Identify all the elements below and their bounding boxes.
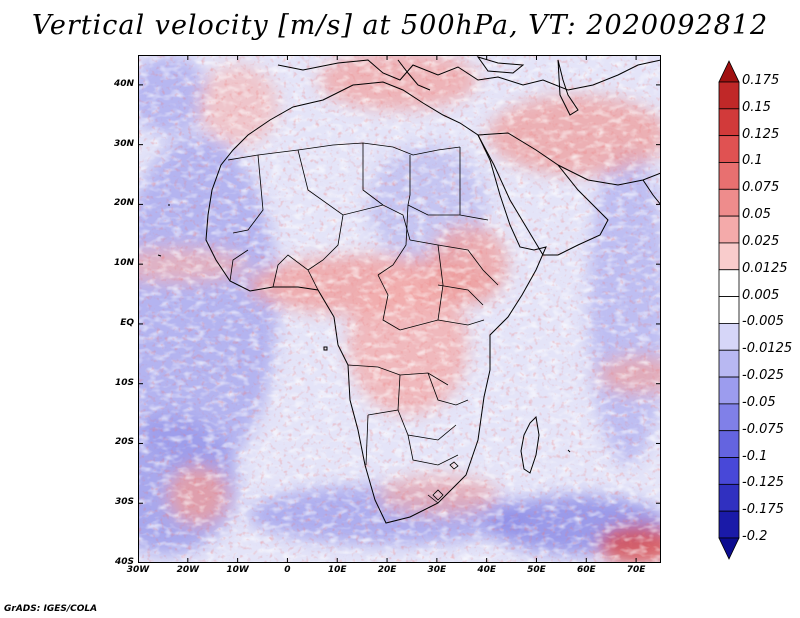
colorbar-tick-label: 0.125 bbox=[742, 126, 780, 142]
colorbar-segment bbox=[718, 81, 740, 110]
velocity-field-map bbox=[137, 55, 661, 564]
colorbar-tick-label: -0.025 bbox=[742, 368, 784, 384]
colorbar-segment bbox=[718, 457, 740, 485]
lon-tick-label: 10E bbox=[327, 565, 347, 575]
colorbar-tick-label: 0.025 bbox=[742, 233, 780, 249]
colorbar-segment bbox=[718, 296, 740, 324]
colorbar-tick-label: -0.0125 bbox=[742, 341, 793, 357]
lat-tick-label: EQ bbox=[120, 317, 134, 328]
colorbar-tick-label: -0.175 bbox=[742, 502, 784, 518]
lon-tick-label: 50E bbox=[527, 565, 546, 575]
colorbar-tick-label: 0.005 bbox=[742, 287, 780, 303]
colorbar-tick-label: 0.15 bbox=[742, 99, 771, 115]
colorbar-tick-label: -0.05 bbox=[742, 394, 776, 410]
field-texture-red bbox=[138, 55, 661, 563]
lon-tick-label: 0 bbox=[284, 565, 291, 575]
map-panel bbox=[137, 55, 661, 564]
colorbar-tick-label: 0.175 bbox=[742, 73, 780, 88]
colorbar-tick-label: 0.0125 bbox=[742, 260, 788, 276]
lon-tick-label: 20E bbox=[377, 565, 397, 575]
colorbar-segment bbox=[718, 108, 740, 137]
colorbar-tick-label: -0.1 bbox=[742, 448, 768, 464]
colorbar-segment bbox=[718, 135, 740, 163]
lon-tick-label: 30W bbox=[126, 565, 150, 575]
lat-tick-label: 20N bbox=[113, 198, 134, 209]
colorbar-tick-label: -0.075 bbox=[742, 421, 784, 437]
lon-tick-label: 70E bbox=[626, 565, 646, 575]
lat-tick-label: 20S bbox=[114, 437, 134, 448]
colorbar-segment bbox=[718, 215, 740, 244]
colorbar-segment bbox=[718, 403, 740, 432]
coastlines bbox=[157, 56, 661, 524]
colorbar-tick-label: -0.125 bbox=[742, 475, 784, 491]
colorbar-segment bbox=[718, 510, 740, 539]
colorbar-segment bbox=[718, 162, 740, 190]
lat-tick-label: 10N bbox=[113, 258, 134, 269]
lon-tick-label: 30E bbox=[427, 565, 447, 575]
map-title: Vertical velocity [m/s] at 500hPa, VT: 2… bbox=[31, 10, 769, 41]
colorbar-segment bbox=[718, 483, 740, 512]
colorbar-segment bbox=[718, 188, 740, 217]
colorbar-segment bbox=[718, 242, 740, 271]
colorbar-max-arrow bbox=[718, 60, 740, 83]
colorbar-tick-label: 0.05 bbox=[742, 207, 771, 223]
lon-tick-label: 10W bbox=[226, 565, 249, 575]
lon-tick-label: 20W bbox=[176, 565, 200, 575]
colorbar-tick-label: 0.1 bbox=[742, 153, 763, 169]
lat-tick-label: 40N bbox=[113, 78, 134, 89]
country-borders bbox=[227, 142, 499, 504]
lat-tick-label: 40S bbox=[114, 557, 134, 567]
colorbar-segment bbox=[718, 430, 740, 458]
colorbar bbox=[718, 60, 740, 560]
lat-tick-label: 30N bbox=[113, 138, 134, 149]
colorbar-tick-label: 0.075 bbox=[742, 180, 780, 196]
grads-credit: GrADS: IGES/COLA bbox=[4, 604, 98, 614]
lon-tick-label: 40E bbox=[477, 565, 496, 575]
lon-tick-label: 60E bbox=[576, 565, 596, 575]
colorbar-segment bbox=[718, 323, 740, 351]
map-border bbox=[138, 55, 661, 563]
lat-tick-label: 10S bbox=[114, 377, 134, 388]
colorbar-segment bbox=[718, 376, 740, 405]
colorbar-segment bbox=[718, 269, 740, 297]
colorbar-segment bbox=[718, 349, 740, 378]
colorbar-tick-label: -0.2 bbox=[742, 529, 768, 544]
colorbar-tick-label: -0.005 bbox=[742, 314, 784, 330]
lat-tick-label: 30S bbox=[114, 497, 134, 508]
colorbar-min-arrow bbox=[718, 537, 740, 560]
